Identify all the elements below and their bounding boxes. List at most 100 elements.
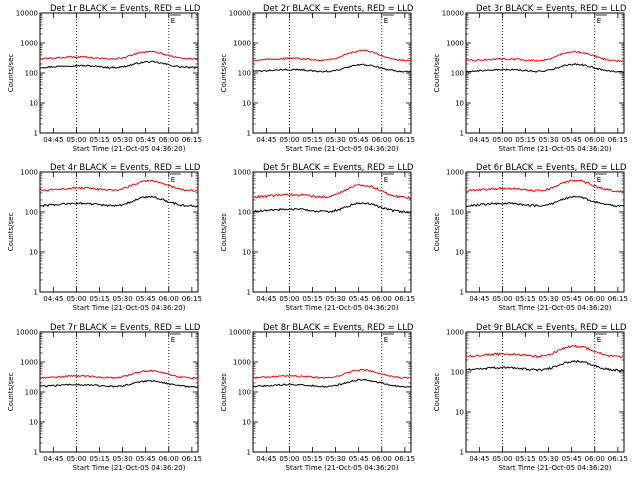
x-tick-label: 05:15 <box>515 455 535 463</box>
series-events <box>252 378 412 388</box>
y-axis-label: Counts/sec <box>220 373 228 412</box>
y-axis-label: Counts/sec <box>7 213 15 252</box>
plot-frame <box>39 12 199 134</box>
y-tick-label: 1 <box>247 289 251 297</box>
x-tick-label: 04:45 <box>469 455 489 463</box>
x-tick-label: 05:15 <box>89 455 109 463</box>
x-tick-label: 05:15 <box>515 136 535 144</box>
x-tick-label: 05:45 <box>349 455 369 463</box>
plot-frame <box>252 171 412 293</box>
series-lld <box>39 179 199 192</box>
y-tick-label: 1 <box>34 449 38 457</box>
y-tick-label: 10000 <box>229 10 251 18</box>
y-axis-label: Counts/sec <box>220 54 228 93</box>
x-tick-label: 06:00 <box>585 295 605 303</box>
x-tick-label: 04:45 <box>469 136 489 144</box>
x-tick-label: 05:00 <box>279 136 299 144</box>
x-tick-label: 05:00 <box>66 136 86 144</box>
x-tick-label: 05:45 <box>349 136 369 144</box>
x-tick-label: 05:30 <box>112 136 132 144</box>
y-tick-label: 1 <box>34 289 38 297</box>
series-lld <box>465 344 625 359</box>
y-tick-label: 10 <box>29 419 38 427</box>
y-tick-label: 10000 <box>229 329 251 337</box>
series-lld <box>252 49 412 62</box>
panel-det-5: Det 5r BLACK = Events, RED = LLD E 1 10 100 1… <box>220 163 415 312</box>
panel-det-8: Det 8r BLACK = Events, RED = LLD E 1 10 100 1… <box>220 323 415 472</box>
plot-frame <box>39 331 199 453</box>
x-tick-label: 06:15 <box>182 295 202 303</box>
x-tick-label: 05:15 <box>89 295 109 303</box>
series-events <box>252 63 412 73</box>
x-tick-label: 05:00 <box>492 295 512 303</box>
x-tick-label: 05:00 <box>279 295 299 303</box>
marker-label: E <box>171 336 175 344</box>
y-tick-label: 1000 <box>446 40 464 48</box>
y-axis-label: Counts/sec <box>7 54 15 93</box>
series-events <box>39 60 199 70</box>
y-tick-label: 1000 <box>233 40 251 48</box>
x-tick-label: 05:45 <box>562 136 582 144</box>
y-tick-label: 1000 <box>446 329 464 337</box>
x-tick-label: 06:00 <box>372 455 392 463</box>
y-tick-label: 100 <box>25 70 38 78</box>
x-tick-label: 06:15 <box>608 136 628 144</box>
y-tick-label: 10000 <box>16 329 38 337</box>
x-axis-label: Start Time (21-Oct-05 04:36:20) <box>499 304 612 312</box>
series-lld <box>252 368 412 380</box>
marker-label: E <box>384 17 388 25</box>
x-tick-label: 05:15 <box>515 295 535 303</box>
y-tick-label: 100 <box>451 209 464 217</box>
y-axis-label: Counts/sec <box>433 54 441 93</box>
y-tick-label: 100 <box>238 70 251 78</box>
y-tick-label: 10 <box>29 100 38 108</box>
marker-label: E <box>171 176 175 184</box>
x-tick-label: 04:45 <box>43 295 63 303</box>
x-tick-label: 06:00 <box>159 455 179 463</box>
y-tick-label: 1 <box>460 289 464 297</box>
y-axis-label: Counts/sec <box>433 373 441 412</box>
x-tick-label: 06:15 <box>182 455 202 463</box>
x-tick-label: 05:30 <box>325 455 345 463</box>
x-tick-label: 06:15 <box>395 136 415 144</box>
series-lld <box>465 179 625 193</box>
y-tick-label: 10 <box>455 409 464 417</box>
panel-title: Det 4r BLACK = Events, RED = LLD <box>50 163 201 173</box>
panel-det-3: Det 3r BLACK = Events, RED = LLD E 1 10 100 1… <box>433 4 628 153</box>
y-tick-label: 1000 <box>20 40 38 48</box>
marker-label: E <box>597 336 601 344</box>
x-tick-label: 06:00 <box>159 136 179 144</box>
marker-label: E <box>384 176 388 184</box>
x-tick-label: 05:15 <box>302 136 322 144</box>
series-events <box>465 62 625 73</box>
plot-frame <box>465 171 625 293</box>
x-tick-label: 05:00 <box>492 455 512 463</box>
x-tick-label: 04:45 <box>256 295 276 303</box>
x-axis-label: Start Time (21-Oct-05 04:36:20) <box>499 464 612 472</box>
panel-det-9: Det 9r BLACK = Events, RED = LLD E 1 10 100 1… <box>433 323 628 472</box>
x-tick-label: 05:30 <box>538 295 558 303</box>
y-tick-label: 100 <box>238 209 251 217</box>
x-tick-label: 04:45 <box>256 136 276 144</box>
marker-label: E <box>384 336 388 344</box>
plot-frame <box>252 331 412 453</box>
y-tick-label: 10 <box>242 419 251 427</box>
x-tick-label: 05:00 <box>66 295 86 303</box>
x-tick-label: 05:30 <box>325 136 345 144</box>
series-events <box>465 195 625 208</box>
x-tick-label: 04:45 <box>43 136 63 144</box>
y-tick-label: 1000 <box>20 169 38 177</box>
panel-title: Det 8r BLACK = Events, RED = LLD <box>263 323 414 333</box>
series-lld <box>465 50 625 63</box>
plot-frame <box>465 331 625 453</box>
x-axis-label: Start Time (21-Oct-05 04:36:20) <box>73 145 186 153</box>
x-tick-label: 04:45 <box>256 455 276 463</box>
panel-title: Det 1r BLACK = Events, RED = LLD <box>50 4 201 14</box>
panel-title: Det 5r BLACK = Events, RED = LLD <box>263 163 414 173</box>
panel-det-1: Det 1r BLACK = Events, RED = LLD E 1 10 100 1… <box>7 4 202 153</box>
y-tick-label: 100 <box>25 209 38 217</box>
marker-label: E <box>597 17 601 25</box>
series-events <box>39 379 199 389</box>
x-tick-label: 05:45 <box>562 295 582 303</box>
